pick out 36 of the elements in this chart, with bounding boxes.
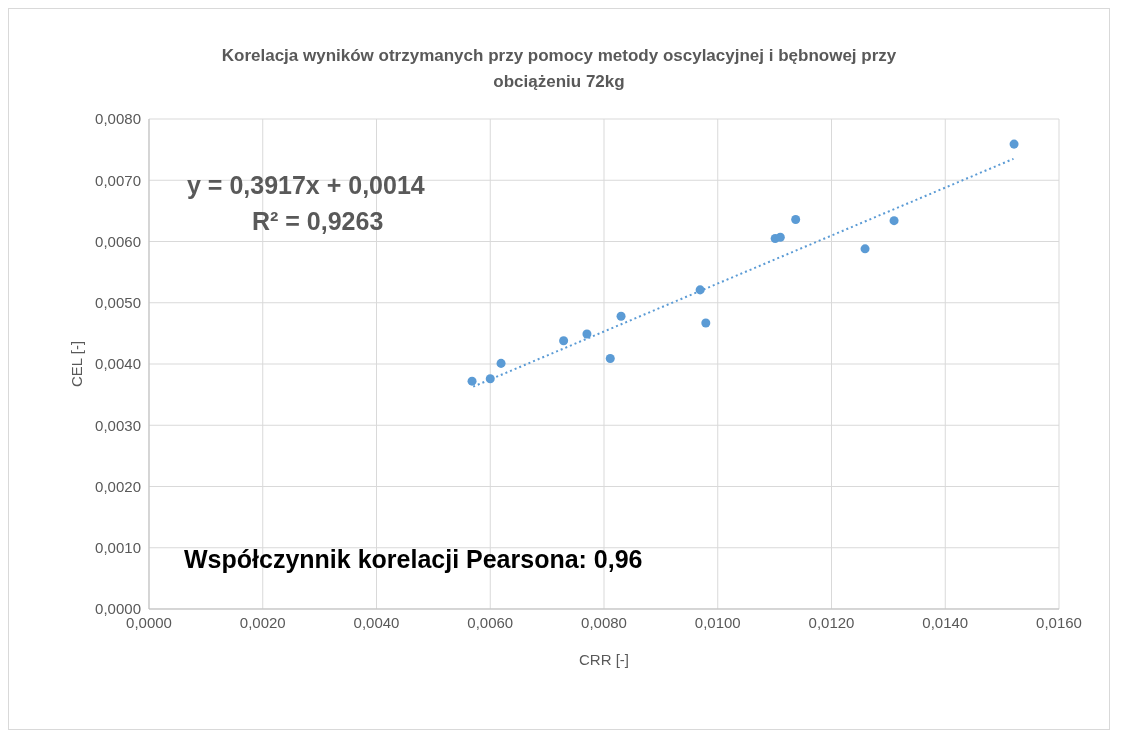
point [616, 311, 626, 321]
point [889, 216, 899, 226]
x-tick-label: 0,0020 [239, 613, 286, 631]
x-tick-label: 0,0120 [808, 613, 855, 631]
x-tick-label: 0,0140 [922, 613, 969, 631]
point [1009, 139, 1019, 149]
y-tick-label: 0,0030 [95, 416, 141, 434]
x-tick-label: 0,0080 [581, 613, 627, 631]
point [695, 285, 705, 295]
y-tick-label: 0,0080 [95, 110, 141, 128]
annotation: y = 0,3917x + 0,0014 [187, 171, 425, 200]
point [467, 376, 477, 386]
point [485, 374, 495, 384]
x-tick-label: 0,0100 [694, 613, 741, 631]
annotation: R² = 0,9263 [252, 207, 384, 236]
y-tick-label: 0,0060 [95, 232, 141, 250]
annotation: Współczynnik korelacji Pearsona: 0,96 [184, 545, 643, 574]
x-axis-title: CRR [-] [579, 651, 629, 668]
point [775, 232, 785, 242]
y-tick-label: 0,0040 [95, 355, 141, 373]
x-tick-label: 0,0160 [1036, 613, 1082, 631]
point [559, 336, 569, 346]
point [605, 353, 615, 363]
y-tick-label: 0,0010 [95, 539, 141, 557]
y-tick-label: 0,0070 [95, 171, 141, 189]
point [860, 244, 870, 254]
chart-title: Korelacja wyników otrzymanych przy pomocy metody oscylacyjnej i bębnowej przy obciążeniu 72kg [220, 45, 898, 93]
x-tick-label: 0,0060 [467, 613, 514, 631]
point [582, 329, 592, 339]
point [701, 318, 711, 328]
point [791, 214, 801, 224]
x-tick-label: 0,0040 [353, 613, 400, 631]
y-axis-title: CEL [-] [68, 340, 86, 388]
point [496, 358, 506, 368]
y-tick-label: 0,0050 [95, 294, 141, 312]
y-tick-label: 0,0020 [95, 477, 141, 495]
